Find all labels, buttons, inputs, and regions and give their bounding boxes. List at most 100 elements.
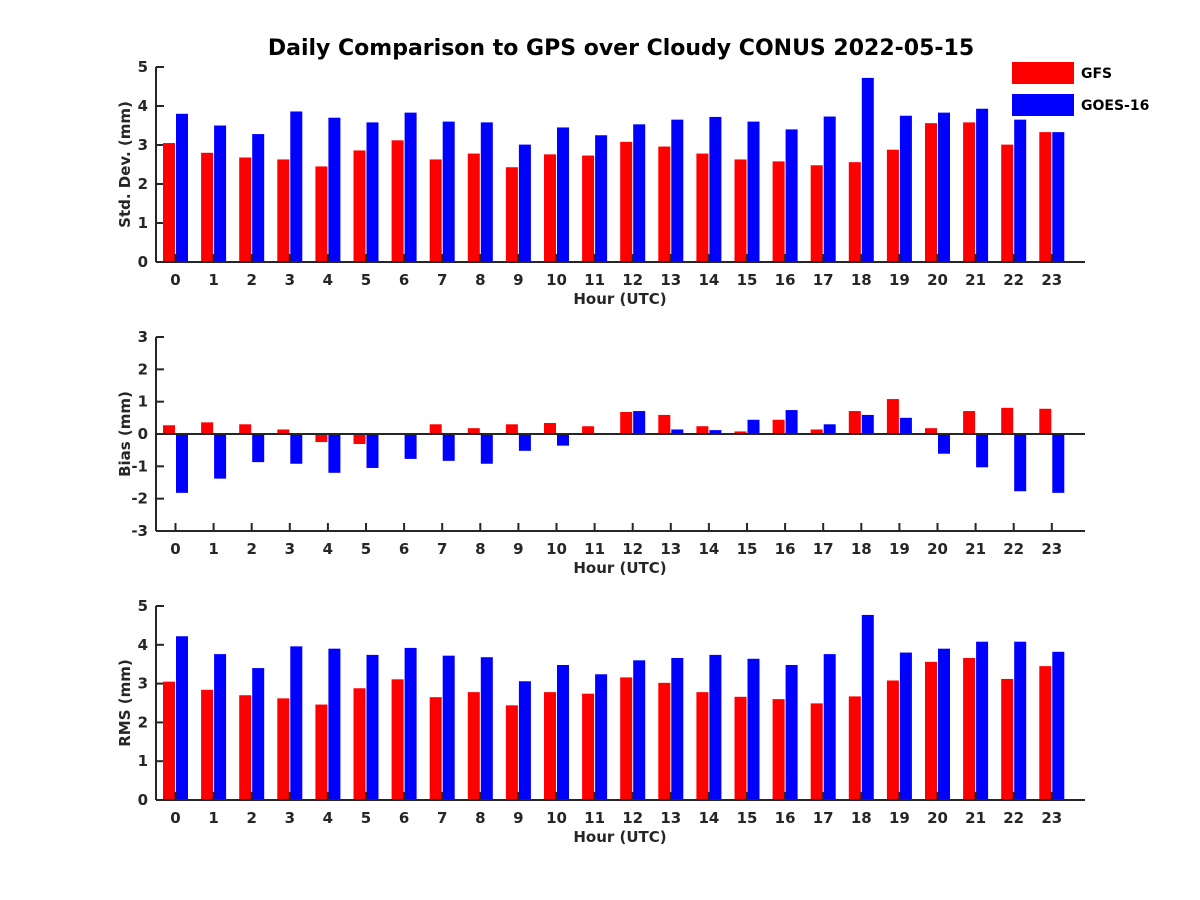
x-tick-label: 17: [813, 540, 834, 558]
y-tick-label: -2: [131, 490, 148, 508]
bar-gfs-7: [429, 697, 442, 800]
bar-gfs-16: [772, 699, 785, 800]
bar-goes-16-9: [518, 434, 531, 451]
bar-goes-16-12: [633, 411, 646, 434]
bar-gfs-11: [582, 155, 595, 262]
bar-gfs-12: [620, 141, 633, 262]
bar-gfs-17: [810, 703, 823, 800]
x-tick-label: 8: [475, 540, 485, 558]
x-tick-label: 4: [323, 271, 333, 289]
bar-goes-16-10: [557, 127, 569, 262]
bar-gfs-8: [467, 692, 480, 800]
x-tick-label: 22: [1003, 271, 1024, 289]
x-tick-label: 6: [399, 540, 409, 558]
bar-gfs-23: [1039, 408, 1052, 434]
bar-gfs-0: [163, 681, 175, 800]
x-tick-label: 2: [246, 271, 256, 289]
y-tick-label: 4: [138, 636, 148, 654]
y-tick-label: 0: [138, 425, 148, 443]
bar-gfs-10: [544, 423, 556, 434]
x-tick-label: 12: [622, 809, 643, 827]
bar-goes-16-21: [976, 641, 989, 800]
x-tick-label: 18: [851, 809, 872, 827]
x-tick-label: 8: [475, 271, 485, 289]
bar-goes-16-0: [176, 636, 188, 800]
y-tick-label: 1: [138, 752, 148, 770]
bar-gfs-22: [1001, 144, 1014, 262]
bar-goes-16-17: [823, 116, 836, 262]
bar-goes-16-12: [633, 124, 646, 262]
x-tick-label: 5: [361, 540, 371, 558]
bar-goes-16-10: [557, 434, 569, 446]
bar-gfs-2: [239, 695, 252, 800]
bar-gfs-1: [201, 152, 214, 262]
bar-goes-16-18: [861, 614, 874, 800]
bar-gfs-18: [848, 411, 861, 434]
chart-legend: GFS GOES-16: [1012, 62, 1149, 116]
x-tick-label: 4: [323, 540, 333, 558]
bar-gfs-8: [467, 428, 480, 434]
x-tick-label: 23: [1041, 809, 1062, 827]
x-tick-label: 17: [813, 809, 834, 827]
bar-goes-16-12: [633, 660, 646, 800]
bar-gfs-21: [963, 657, 976, 800]
bar-gfs-15: [734, 696, 747, 800]
legend-swatch-gfs: [1012, 62, 1074, 84]
x-tick-label: 11: [584, 271, 605, 289]
bar-gfs-14: [696, 426, 709, 434]
bar-goes-16-9: [518, 144, 531, 262]
x-tick-label: 12: [622, 271, 643, 289]
bar-goes-16-22: [1014, 434, 1027, 492]
bar-gfs-9: [505, 167, 518, 262]
x-tick-label: 11: [584, 809, 605, 827]
bar-goes-16-1: [214, 654, 227, 800]
bar-goes-16-14: [709, 654, 722, 800]
x-tick-label: 0: [170, 271, 180, 289]
bar-gfs-18: [848, 696, 861, 800]
x-axis-label: Hour (UTC): [573, 290, 666, 308]
x-tick-label: 20: [927, 809, 948, 827]
bar-goes-16-1: [214, 434, 227, 479]
bar-gfs-14: [696, 692, 709, 800]
x-tick-label: 2: [246, 809, 256, 827]
bar-goes-16-14: [709, 116, 722, 262]
y-axis-label: Std. Dev. (mm): [116, 101, 134, 228]
bar-gfs-4: [315, 704, 328, 800]
x-tick-label: 13: [660, 540, 681, 558]
bar-goes-16-22: [1014, 641, 1027, 800]
x-tick-label: 19: [889, 271, 910, 289]
bar-gfs-0: [163, 143, 175, 262]
bar-gfs-3: [277, 159, 290, 262]
bar-gfs-20: [925, 428, 937, 434]
x-tick-label: 16: [775, 809, 796, 827]
bar-gfs-3: [277, 429, 290, 434]
y-tick-label: 2: [138, 713, 148, 731]
x-tick-label: 4: [323, 809, 333, 827]
bar-goes-16-7: [442, 655, 455, 800]
bar-goes-16-8: [480, 122, 493, 262]
bar-goes-16-19: [899, 115, 912, 262]
bar-goes-16-17: [823, 424, 836, 434]
bar-gfs-9: [505, 424, 518, 434]
bar-goes-16-6: [404, 647, 417, 800]
x-tick-label: 12: [622, 540, 643, 558]
x-tick-label: 9: [513, 809, 523, 827]
x-tick-label: 19: [889, 809, 910, 827]
bar-gfs-1: [201, 689, 214, 800]
y-axis-label: Bias (mm): [116, 391, 134, 477]
bar-goes-16-21: [976, 434, 989, 468]
bar-gfs-5: [353, 434, 366, 445]
bar-gfs-8: [467, 153, 480, 262]
x-tick-label: 7: [437, 809, 447, 827]
bar-gfs-17: [810, 165, 823, 262]
bar-goes-16-16: [785, 410, 798, 434]
x-tick-label: 15: [737, 540, 758, 558]
x-tick-label: 16: [775, 271, 796, 289]
bar-goes-16-0: [176, 434, 188, 493]
y-axis-label: RMS (mm): [116, 659, 134, 746]
bar-gfs-12: [620, 412, 633, 434]
x-tick-label: 15: [737, 271, 758, 289]
bar-gfs-19: [886, 149, 899, 262]
